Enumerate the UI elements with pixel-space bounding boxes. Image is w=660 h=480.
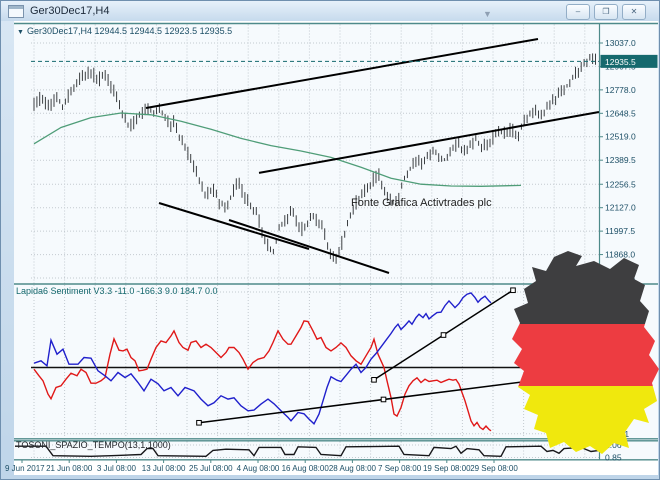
tempo-line[interactable] xyxy=(15,445,600,458)
time-axis-label: 4 Aug 08:00 xyxy=(237,464,280,473)
window-title: Ger30Dec17,H4 xyxy=(30,5,110,17)
upper-channel-line[interactable] xyxy=(145,38,539,109)
price-axis-label: 12778.0 xyxy=(605,85,636,95)
time-axis-label: 29 Sep 08:00 xyxy=(470,464,518,473)
trendline-handle[interactable] xyxy=(440,332,447,338)
price-axis-label: 12256.5 xyxy=(605,179,636,189)
price-axis-label: 11997.5 xyxy=(605,226,635,236)
chart-annotation-text: Fonte Grafica Activtrades plc xyxy=(351,197,492,209)
time-axis-label: 21 Jun 08:00 xyxy=(46,464,93,473)
ohlc-info-line: ▼ Ger30Dec17,H4 12944.5 12944.5 12923.5 1… xyxy=(17,26,232,36)
moving-average-line[interactable] xyxy=(33,112,522,187)
time-axis-label: 7 Sep 08:00 xyxy=(378,464,422,473)
indicator2-axis-label: 0.85 xyxy=(605,452,622,462)
price-axis-label: 12519.0 xyxy=(605,132,636,142)
time-axis-label: 28 Aug 08:00 xyxy=(329,464,377,473)
chart-shift-marker-icon[interactable]: ▼ xyxy=(483,9,492,19)
trendline-handle[interactable] xyxy=(380,396,387,403)
trendline-handle[interactable] xyxy=(371,377,377,383)
falling-support-2[interactable] xyxy=(228,219,390,274)
ohlc-values: Ger30Dec17,H4 12944.5 12944.5 12923.5 12… xyxy=(26,26,233,36)
window-titlebar[interactable]: Ger30Dec17,H4 – ❐ ✕ xyxy=(1,1,659,21)
sentiment-red-line[interactable] xyxy=(33,320,492,432)
indicator1-label: Lapida6 Sentiment V3.3 -11.0 -166.3 9.0 … xyxy=(16,286,218,296)
price-axis-label: 11868.0 xyxy=(605,250,635,260)
time-axis-label: 9 Jun 2017 xyxy=(5,464,45,473)
falling-support-1[interactable] xyxy=(158,202,310,250)
candles xyxy=(33,53,596,264)
indicator2-label: TOSONI_SPAZIO_TEMPO(13,1,1000) xyxy=(16,440,171,450)
price-axis-label: 12127.0 xyxy=(605,203,636,213)
symbol-dropdown-icon[interactable]: ▼ xyxy=(17,29,24,36)
time-axis-label: 3 Jul 08:00 xyxy=(97,464,137,473)
time-axis-label: 13 Jul 08:00 xyxy=(142,464,186,473)
time-axis-label: 25 Jul 08:00 xyxy=(189,464,233,473)
current-price-value: 12935.5 xyxy=(605,57,636,67)
restore-button[interactable]: ❐ xyxy=(594,4,618,20)
price-axis-label: 12648.5 xyxy=(605,108,636,118)
price-axis-label: 12389.5 xyxy=(605,155,636,165)
time-axis-label: 19 Sep 08:00 xyxy=(423,464,471,473)
sentiment-blue-line[interactable] xyxy=(33,292,492,425)
chart-icon xyxy=(8,4,24,18)
price-axis-label: 13037.0 xyxy=(605,38,636,48)
time-axis-label: 16 Aug 08:00 xyxy=(282,464,330,473)
indicator2-axis-label: 1.06 xyxy=(605,440,622,450)
current-price-box xyxy=(600,54,658,68)
minimize-button[interactable]: – xyxy=(566,4,590,20)
trendline-handle[interactable] xyxy=(510,287,516,294)
close-button[interactable]: ✕ xyxy=(622,4,646,20)
trendline-handle[interactable] xyxy=(196,419,202,426)
middle-rising-line[interactable] xyxy=(258,111,600,174)
